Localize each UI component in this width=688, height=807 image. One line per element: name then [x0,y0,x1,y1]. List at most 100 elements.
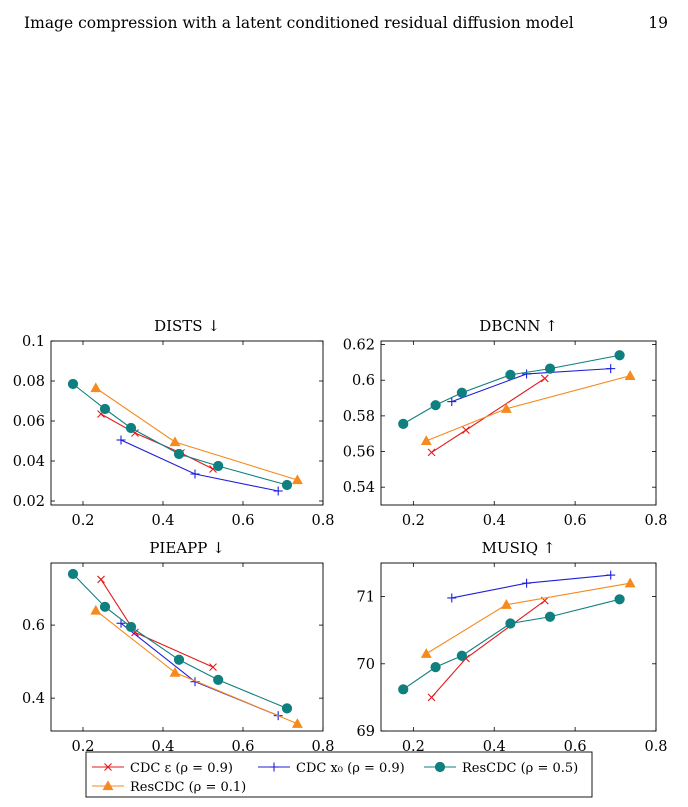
data-point [500,599,512,609]
data-point [456,650,467,661]
x-marker-stroke [131,429,139,437]
x-tick-label: 0.6 [564,513,587,529]
series-line [451,368,611,403]
legend-entry: ResCDC (ρ = 0.1) [92,780,246,795]
x-marker-stroke [104,763,112,771]
triangle-marker-shape [90,604,102,615]
y-tick-label: 0.4 [22,691,45,707]
series-4 [90,604,303,728]
legend: CDC ε (ρ = 0.9) CDC x₀ (ρ = 0.9) ResCDC (ρ… [85,751,593,798]
y-tick-label: 0.54 [343,480,375,496]
circle-marker-shape [125,422,137,434]
series-line [72,383,288,486]
circle-marker-shape [614,594,625,605]
circle-marker-shape [430,400,441,411]
triangle-marker-shape [420,648,432,658]
series-2 [447,364,616,407]
x-tick-label: 0.6 [564,739,587,755]
data-point [398,684,409,695]
triangle-marker-shape [624,370,636,380]
x-marker-stroke [540,374,549,383]
data-point [420,648,432,658]
series-1 [427,374,549,457]
data-point [430,400,441,411]
y-tick-label: 0.6 [352,373,375,389]
circle-marker-shape [99,601,111,612]
y-tick-label: 70 [357,657,375,673]
data-point [624,370,636,380]
plot-frame [380,562,657,732]
legend-entry: CDC ε (ρ = 0.9) [92,761,233,776]
data-point [606,364,616,374]
chart-title: PIEAPP ↓ [149,539,224,557]
legend-marker [104,763,112,771]
triangle-marker-shape [90,382,102,393]
data-point [173,654,185,665]
data-point [544,611,556,622]
series-4 [420,577,636,658]
legend-label: ResCDC (ρ = 0.5) [462,761,578,776]
series-line [402,598,620,690]
circle-marker-shape [430,662,441,673]
y-tick-label: 0.1 [22,334,45,350]
x-marker-stroke [427,448,436,457]
x-tick-label: 0.4 [151,513,174,529]
legend-marker [102,780,114,791]
x-tick-label: 0.2 [71,739,94,755]
data-point [90,604,102,615]
data-point [398,418,409,429]
x-tick-label: 0.8 [311,513,334,529]
data-point [427,448,436,457]
data-point [90,382,102,393]
x-tick-label: 0.8 [644,513,667,529]
series-2 [447,570,616,603]
y-tick-label: 0.56 [343,445,375,461]
plot-frame [50,562,324,732]
y-tick-label: 0.06 [13,414,45,430]
series-4 [420,370,636,446]
x-marker-stroke [427,693,436,702]
series-4 [90,382,303,485]
data-point [99,601,111,612]
data-point [67,378,79,390]
data-point [281,479,293,491]
legend-marker [269,762,279,772]
legend-entry: ResCDC (ρ = 0.5) [424,761,578,776]
data-point [462,426,470,435]
circle-marker-shape [125,621,137,633]
series-line [402,354,620,425]
triangle-marker-shape [102,780,114,791]
triangle-marker-shape [624,577,636,588]
legend-marker [434,761,446,773]
triangle-marker-shape [291,718,303,728]
data-point [614,350,625,361]
running-title: Image compression with a latent conditio… [24,14,574,32]
data-point [209,663,217,671]
data-point [213,460,224,472]
triangle-marker-shape [169,666,181,677]
running-header: Image compression with a latent conditio… [24,14,668,34]
data-point [544,363,556,374]
data-point [116,618,126,628]
data-point [606,570,616,580]
x-tick-label: 0.2 [402,513,425,529]
series-line [426,375,631,442]
x-marker-stroke [97,575,105,584]
data-point [522,369,532,379]
triangle-marker-shape [500,403,512,413]
series-line [431,600,546,698]
circle-marker-shape [456,650,467,661]
circle-marker-shape [544,611,556,622]
series-line [431,377,546,453]
data-point [97,575,105,584]
circle-marker-shape [505,618,516,629]
x-tick-label: 0.2 [402,739,425,755]
data-point [447,397,457,407]
data-point [540,374,549,383]
circle-marker-shape [173,654,185,665]
data-point [291,718,303,728]
data-point [456,387,467,398]
series-1 [427,596,549,702]
plot-frame [380,340,657,506]
series-1 [97,575,217,671]
